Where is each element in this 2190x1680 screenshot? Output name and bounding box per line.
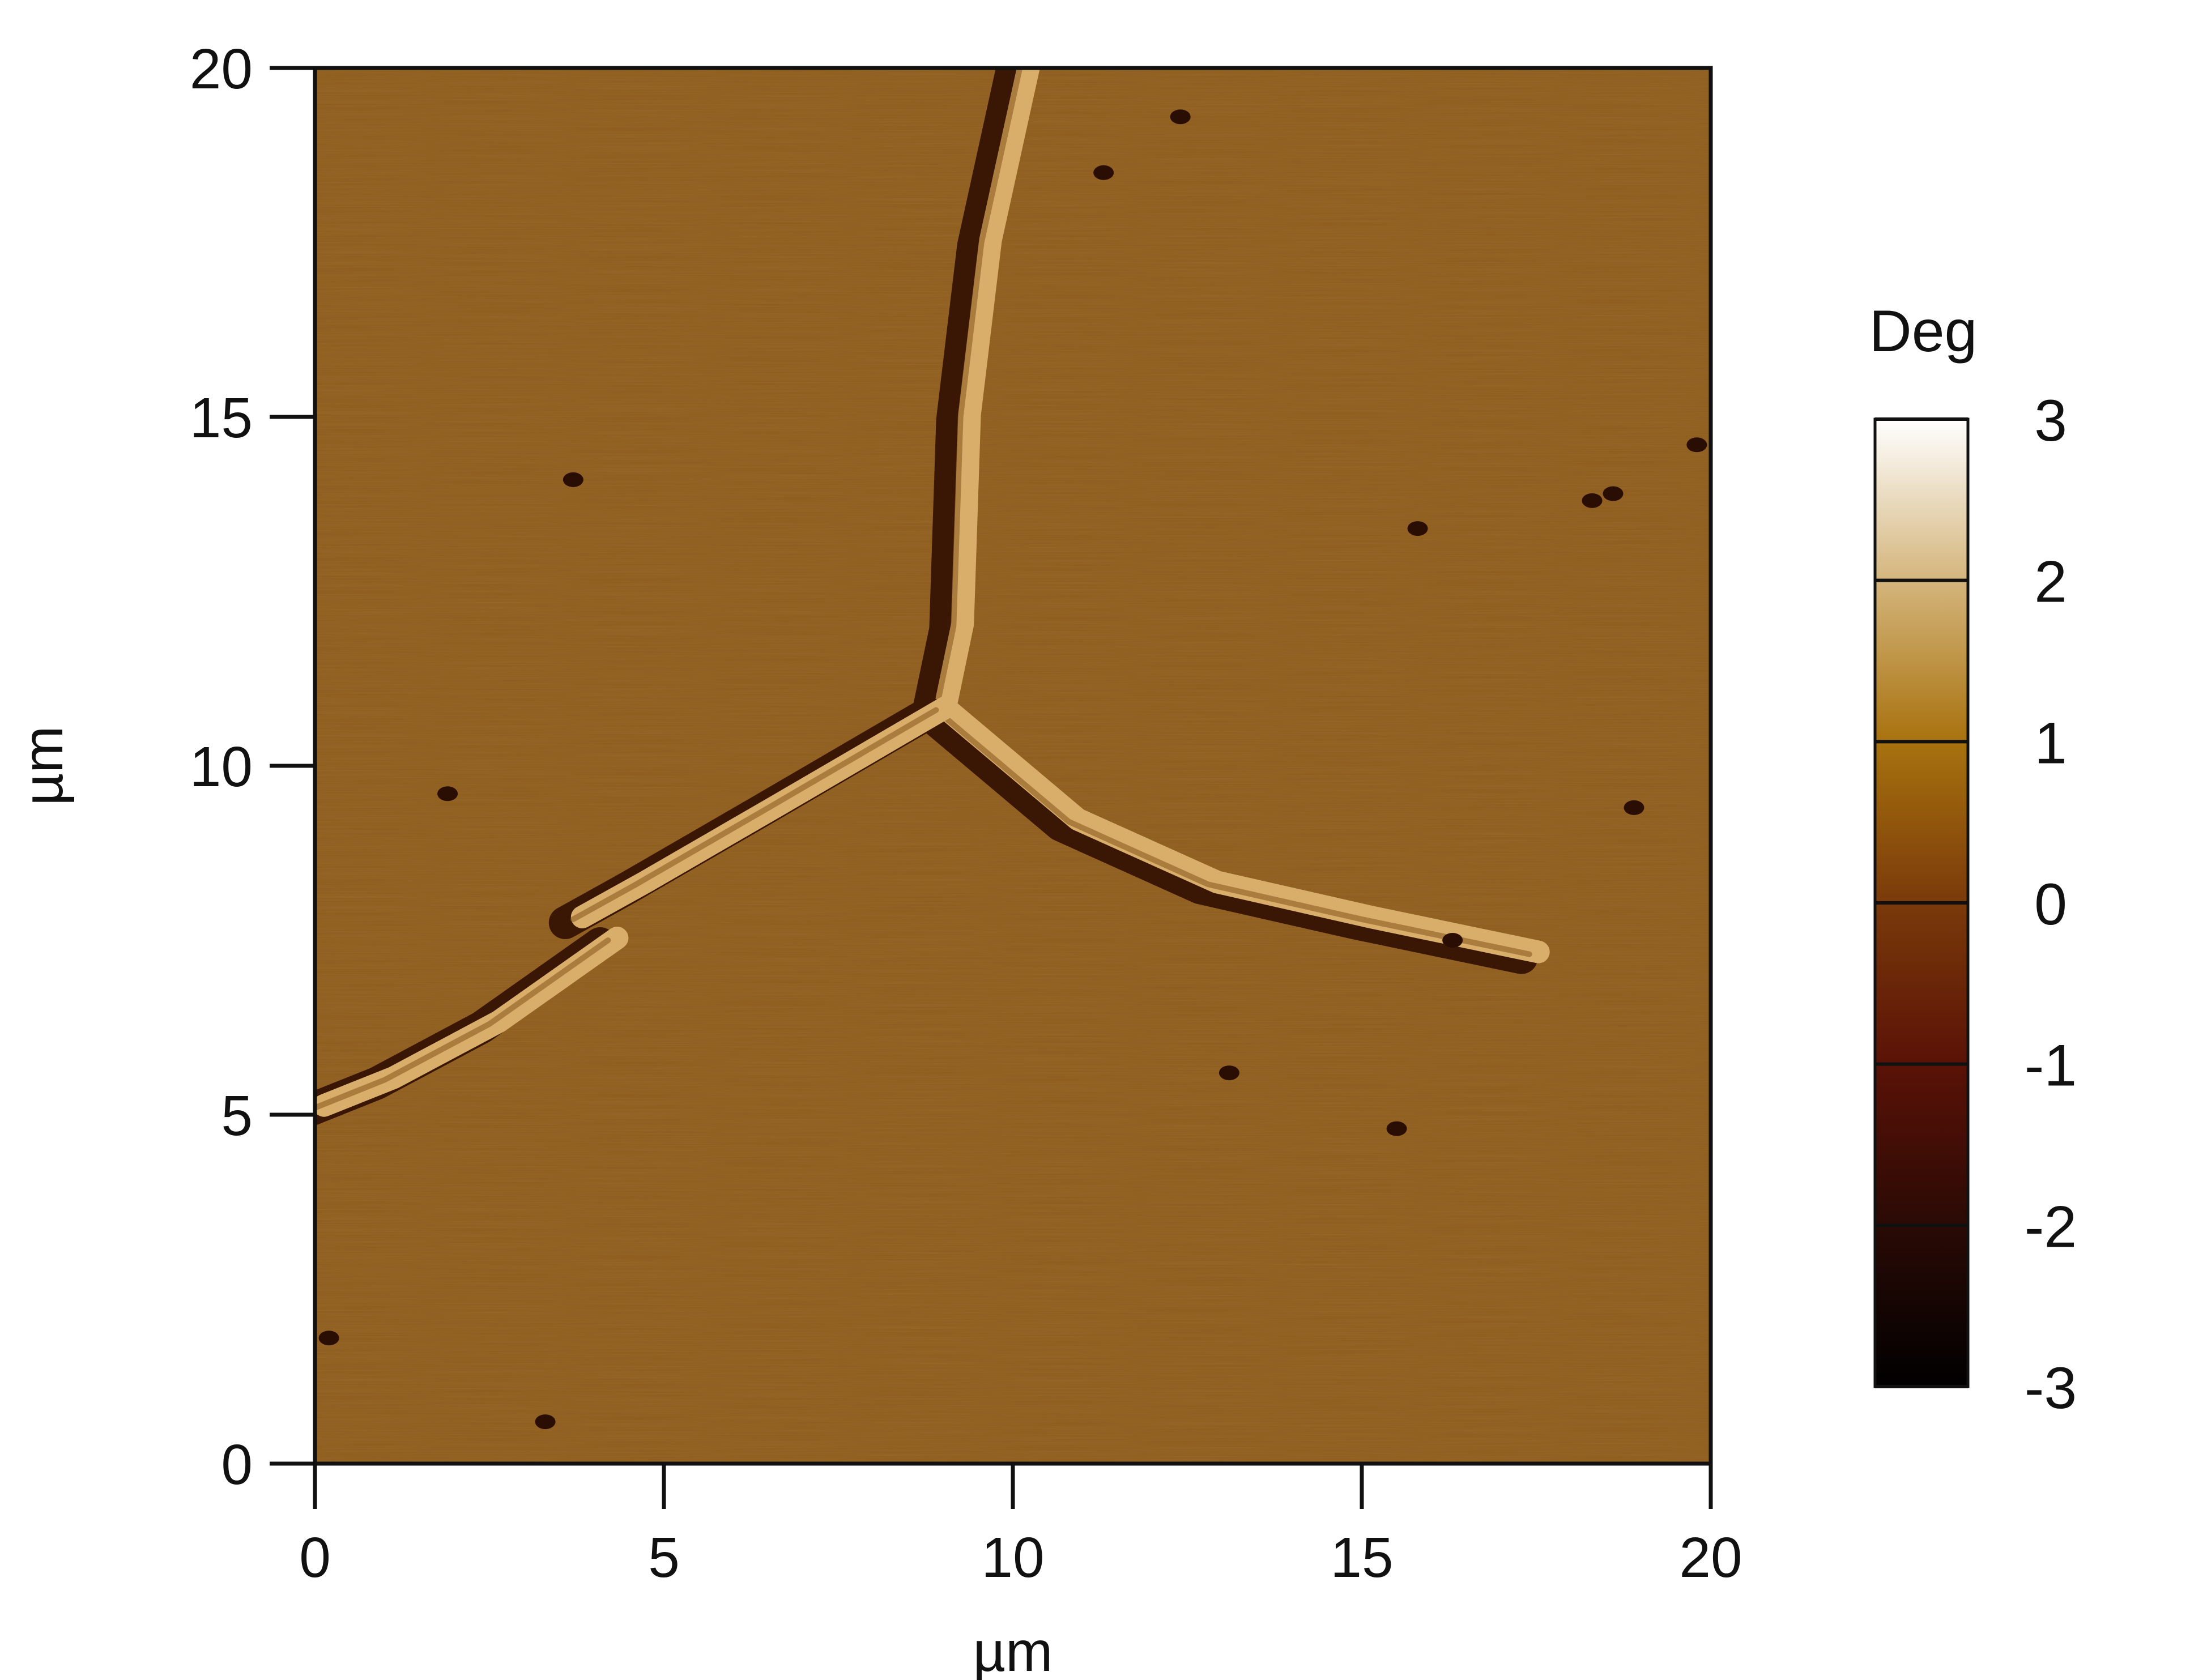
crack-branch-top-highlight (934, 68, 1040, 719)
surface-defects (318, 109, 1707, 1430)
crack-features (315, 68, 1550, 1126)
y-axis-label: µm (11, 726, 75, 806)
colorbar-tick-label: 1 (2034, 710, 2067, 776)
defect-point (1442, 933, 1463, 948)
colorbar-tick-label: 3 (2034, 388, 2067, 454)
colorbar-ticks: 3 2 1 0 -1 -2 -3 (1875, 388, 2077, 1421)
y-axis: 0 5 10 15 20 (190, 37, 317, 1496)
y-tick-label: 10 (190, 735, 253, 799)
colorbar: Deg 3 2 1 0 -1 -2 -3 (1869, 299, 2077, 1421)
defect-point (437, 786, 458, 801)
defect-point (1093, 165, 1114, 180)
crack-branch-left (570, 707, 939, 922)
colorbar-tick-label: -1 (2025, 1033, 2077, 1099)
defect-point (1386, 1121, 1407, 1136)
crack-branch-top (933, 68, 1023, 713)
crack-branch-right (933, 707, 1532, 957)
defect-point (1624, 800, 1644, 815)
colorbar-tick-label: 0 (2034, 872, 2067, 937)
y-tick-label: 0 (221, 1433, 253, 1496)
crack-branch-top-shadow (911, 68, 1029, 730)
y-tick-label: 15 (190, 386, 253, 450)
colorbar-frame (1873, 417, 1970, 1388)
colorbar-tick-label: 2 (2034, 549, 2067, 615)
plot-area (313, 66, 1713, 1466)
x-tick-label: 15 (1330, 1526, 1393, 1589)
x-tick-label: 20 (1679, 1526, 1742, 1589)
defect-point (563, 472, 583, 487)
defect-point (1407, 521, 1428, 536)
x-tick-label: 0 (299, 1526, 331, 1589)
defect-point (1582, 493, 1603, 508)
crack-branch-right-highlight (934, 696, 1550, 963)
defect-point (318, 1331, 339, 1346)
defect-point (1686, 437, 1707, 453)
crack-segment-lower-left (315, 937, 611, 1111)
x-axis-label: µm (973, 1620, 1053, 1680)
x-tick-label: 10 (981, 1526, 1044, 1589)
colorbar-tick-label: -2 (2025, 1194, 2077, 1260)
x-axis: 0 5 10 15 20 (299, 1461, 1742, 1589)
defect-point (1603, 486, 1624, 501)
defect-point (535, 1414, 556, 1430)
x-tick-label: 5 (648, 1526, 680, 1589)
colorbar-tick-label: -3 (2025, 1355, 2077, 1421)
colorbar-title: Deg (1869, 299, 1978, 364)
y-tick-label: 5 (221, 1084, 253, 1148)
defect-point (1170, 109, 1191, 125)
defect-point (1218, 1065, 1239, 1081)
y-tick-label: 20 (190, 37, 253, 101)
